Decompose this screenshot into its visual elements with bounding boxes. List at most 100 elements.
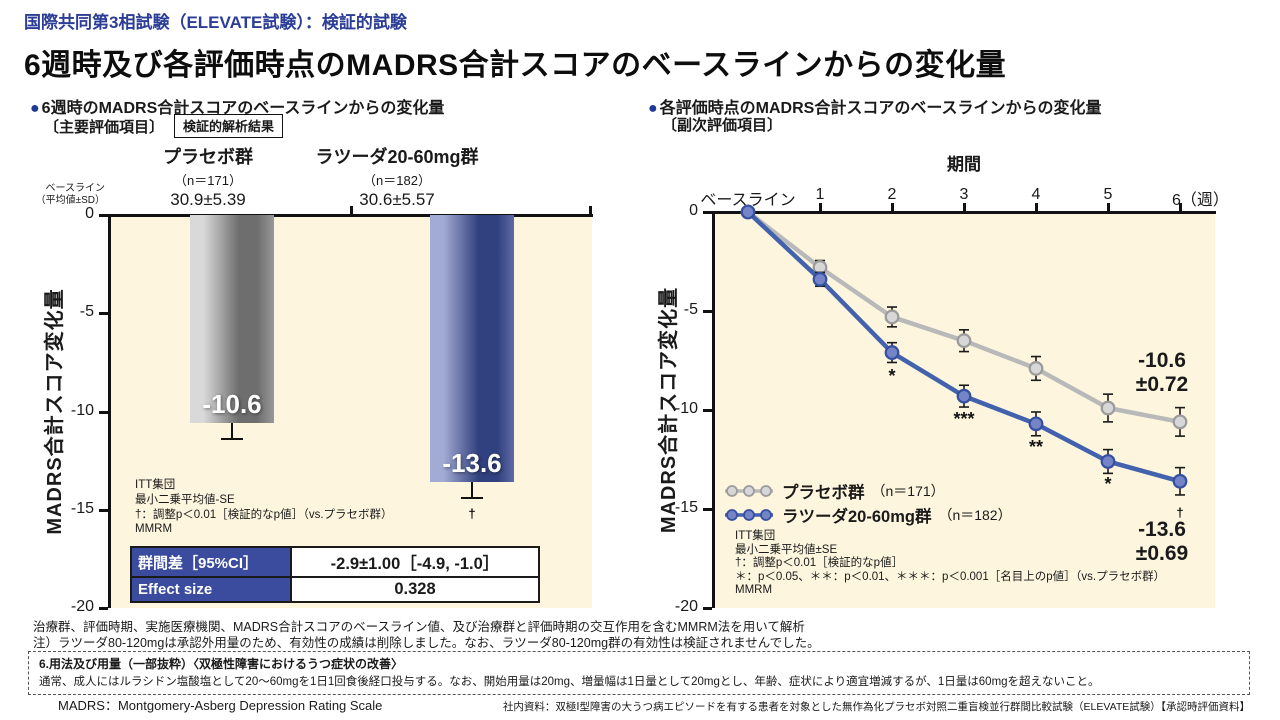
- right-section-heading-text: 各評価時点のMADRS合計スコアのベースラインからの変化量: [659, 100, 1102, 117]
- stats-table-value: 0.328: [290, 576, 540, 603]
- line-chart-plot-area: 0 -5 -10 -15 -20 * *** ** * †: [675, 202, 1216, 615]
- right-x-axis-title: 期間: [947, 155, 981, 174]
- asterisk-mark: *: [1104, 474, 1112, 495]
- right-chart-y-axis: [712, 211, 715, 608]
- data-point: [1172, 473, 1188, 489]
- data-point: [884, 309, 900, 325]
- dosage-heading: 6.用法及び用量（一部抜粋）〈双極性障害におけるうつ症状の改善〉: [39, 657, 404, 671]
- y-tick-label: -10: [70, 402, 94, 419]
- endpoint-value: -13.6: [1138, 518, 1186, 541]
- legend-series-name: ラツーダ20-60mg群: [782, 508, 932, 526]
- legend-item-placebo: プラセボ群 （n＝171）: [723, 479, 945, 503]
- bullet-icon: ●: [648, 100, 658, 117]
- left-chart-zero-axis: [108, 214, 593, 217]
- x-tick-label-week2: 2: [887, 186, 897, 203]
- y-tick: [99, 509, 108, 512]
- y-tick-label: 0: [689, 202, 698, 219]
- y-tick-label: -20: [70, 598, 94, 615]
- bar-value-label: -10.6: [202, 389, 262, 419]
- y-tick: [703, 409, 712, 412]
- baseline-axis-label-line2: （平均値±SD）: [35, 194, 105, 206]
- y-tick: [703, 310, 712, 313]
- x-tick-label-week3: 3: [959, 186, 969, 203]
- axis-tick: [1179, 203, 1182, 211]
- dosage-info-box: 6.用法及び用量（一部抜粋）〈双極性障害におけるうつ症状の改善〉 通常、成人には…: [28, 651, 1250, 695]
- data-point: [956, 388, 972, 404]
- y-tick: [99, 411, 108, 414]
- y-tick: [99, 312, 108, 315]
- group-n: （n＝182）: [363, 173, 431, 188]
- bar-value-label: -13.6: [442, 448, 502, 478]
- x-tick-label-week1: 1: [815, 186, 825, 203]
- source-citation: 社内資料：双極Ⅰ型障害の大うつ病エピソードを有する患者を対象とした無作為化プラセ…: [502, 701, 1250, 713]
- data-point: [1172, 414, 1188, 430]
- dagger-mark: †: [468, 506, 476, 521]
- x-tick-label-baseline: ベースライン: [700, 192, 796, 209]
- bar-chart-plot-area: -10.6 -13.6 † 0 -5 -10 -15 -20: [71, 205, 593, 615]
- dagger-mark: †: [1176, 505, 1184, 521]
- analysis-footnote: 治療群、評価時期、実施医療機関、MADRS合計スコアのベースライン値、及び治療群…: [33, 620, 805, 634]
- bullet-icon: ●: [30, 100, 40, 117]
- note-line: 最小二乗平均値-SE: [135, 493, 235, 506]
- data-point: [956, 333, 972, 349]
- asterisk-mark: ***: [953, 409, 975, 430]
- error-bar-cap: [221, 438, 243, 440]
- legend-series-n: （n＝171）: [871, 483, 945, 499]
- endpoint-value: -10.6: [1138, 349, 1186, 372]
- asterisk-mark: **: [1028, 436, 1043, 457]
- latuda-endpoint-label: -13.6 ±0.69: [1116, 518, 1208, 566]
- data-point: [884, 345, 900, 360]
- stats-table-value: -2.9±1.00［-4.9, -1.0］: [290, 546, 540, 578]
- note-line: ITT集団: [735, 530, 776, 542]
- dose-deletion-footnote: 注）ラツーダ80-120mgは承認外用量のため、有効性の成績は削除しました。なお…: [33, 636, 820, 650]
- asterisk-mark: *: [888, 365, 896, 386]
- y-tick-label: -10: [674, 400, 698, 417]
- data-point: [1028, 416, 1044, 432]
- error-bar: [231, 423, 233, 438]
- note-line: †：調整p＜0.01［検証的なp値］（vs.プラセボ群）: [135, 508, 393, 521]
- y-tick: [703, 508, 712, 511]
- table-row: Effect size 0.328: [130, 576, 540, 603]
- endpoint-se: ±0.69: [1135, 542, 1189, 565]
- data-point: [812, 271, 828, 287]
- y-tick-label: -5: [79, 303, 94, 320]
- stats-table-label: Effect size: [130, 576, 292, 603]
- placebo-line-marker-icon: [725, 485, 773, 497]
- dosage-body: 通常、成人にはルラシドン塩酸塩として20～60mgを1日1回食後経口投与する。な…: [39, 676, 1100, 688]
- stats-table: 群間差［95%CI］ -2.9±1.00［-4.9, -1.0］ Effect …: [130, 546, 540, 603]
- group-n: （n＝171）: [174, 173, 242, 188]
- latuda-group-header: ラツーダ20-60mg群 （n＝182） 30.6±5.57: [277, 143, 517, 210]
- group-baseline-value: 30.9±5.39: [170, 190, 246, 209]
- left-section-heading: ● 6週時のMADRS合計スコアのベースラインからの変化量: [30, 94, 444, 118]
- bar-placebo: -10.6: [190, 215, 274, 423]
- left-section-subheading: 〔主要評価項目〕 検証的解析結果: [44, 114, 284, 138]
- legend-item-latuda: ラツーダ20-60mg群 （n＝182）: [723, 503, 1012, 527]
- y-tick-label: -20: [674, 598, 698, 615]
- page-title: 6週時及び各評価時点のMADRS合計スコアのベースラインからの変化量: [24, 49, 1007, 82]
- y-tick-label: 0: [85, 205, 94, 222]
- y-tick: [703, 211, 712, 214]
- axis-tick: [819, 203, 822, 211]
- line-chart-notes: ITT集団 最小二乗平均値±SE †：調整p＜0.01［検証的なp値］ ＊：p＜…: [735, 530, 1165, 598]
- left-section-heading-text: 6週時のMADRS合計スコアのベースラインからの変化量: [41, 100, 445, 117]
- y-tick-label: -15: [70, 500, 94, 517]
- note-line: MMRM: [135, 523, 173, 536]
- legend-series-n: （n＝182）: [938, 507, 1012, 523]
- group-name: ラツーダ20-60mg群: [315, 147, 479, 167]
- table-row: 群間差［95%CI］ -2.9±1.00［-4.9, -1.0］: [130, 546, 540, 578]
- legend-series-name: プラセボ群: [782, 484, 865, 502]
- axis-tick: [891, 203, 894, 211]
- y-tick-label: -15: [674, 499, 698, 516]
- x-tick-label-week4: 4: [1031, 186, 1041, 203]
- axis-tick: [1035, 203, 1038, 211]
- latuda-line-marker-icon: [725, 509, 773, 521]
- y-tick: [703, 607, 712, 610]
- baseline-axis-label: ベースライン （平均値±SD）: [33, 183, 105, 206]
- placebo-endpoint-label: -10.6 ±0.72: [1116, 349, 1208, 397]
- baseline-axis-label-line1: ベースライン: [45, 183, 106, 194]
- note-line: †：調整p＜0.01［検証的なp値］: [735, 557, 904, 570]
- data-point: [1100, 454, 1116, 469]
- data-point: [1100, 400, 1116, 416]
- right-section-heading: ● 各評価時点のMADRS合計スコアのベースラインからの変化量: [648, 94, 1102, 118]
- secondary-endpoint-label: 〔副次評価項目〕: [662, 117, 783, 134]
